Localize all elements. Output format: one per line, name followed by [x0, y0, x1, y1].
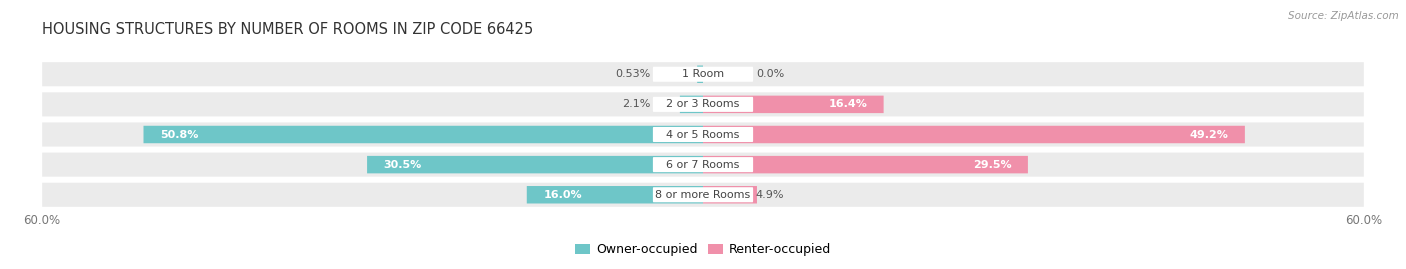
Text: 1 Room: 1 Room	[682, 69, 724, 79]
FancyBboxPatch shape	[652, 67, 754, 82]
FancyBboxPatch shape	[42, 62, 1364, 86]
Text: 0.0%: 0.0%	[756, 69, 785, 79]
FancyBboxPatch shape	[703, 126, 1244, 143]
Text: Source: ZipAtlas.com: Source: ZipAtlas.com	[1288, 11, 1399, 21]
FancyBboxPatch shape	[703, 96, 883, 113]
FancyBboxPatch shape	[681, 96, 703, 113]
Text: HOUSING STRUCTURES BY NUMBER OF ROOMS IN ZIP CODE 66425: HOUSING STRUCTURES BY NUMBER OF ROOMS IN…	[42, 22, 533, 37]
Text: 2 or 3 Rooms: 2 or 3 Rooms	[666, 99, 740, 109]
FancyBboxPatch shape	[652, 187, 754, 202]
FancyBboxPatch shape	[703, 186, 756, 203]
FancyBboxPatch shape	[652, 157, 754, 172]
FancyBboxPatch shape	[42, 122, 1364, 147]
Text: 16.0%: 16.0%	[543, 190, 582, 200]
Text: 50.8%: 50.8%	[160, 129, 198, 140]
Text: 8 or more Rooms: 8 or more Rooms	[655, 190, 751, 200]
FancyBboxPatch shape	[367, 156, 703, 173]
Text: 49.2%: 49.2%	[1189, 129, 1229, 140]
FancyBboxPatch shape	[42, 92, 1364, 116]
Text: 6 or 7 Rooms: 6 or 7 Rooms	[666, 160, 740, 170]
FancyBboxPatch shape	[42, 183, 1364, 207]
Legend: Owner-occupied, Renter-occupied: Owner-occupied, Renter-occupied	[575, 243, 831, 256]
FancyBboxPatch shape	[527, 186, 703, 203]
FancyBboxPatch shape	[143, 126, 703, 143]
Text: 29.5%: 29.5%	[973, 160, 1011, 170]
FancyBboxPatch shape	[703, 156, 1028, 173]
Text: 4.9%: 4.9%	[756, 190, 785, 200]
FancyBboxPatch shape	[697, 66, 703, 83]
Text: 16.4%: 16.4%	[828, 99, 868, 109]
Text: 30.5%: 30.5%	[384, 160, 422, 170]
FancyBboxPatch shape	[652, 127, 754, 142]
FancyBboxPatch shape	[42, 153, 1364, 177]
FancyBboxPatch shape	[652, 97, 754, 112]
Text: 0.53%: 0.53%	[614, 69, 650, 79]
Text: 4 or 5 Rooms: 4 or 5 Rooms	[666, 129, 740, 140]
Text: 2.1%: 2.1%	[621, 99, 650, 109]
